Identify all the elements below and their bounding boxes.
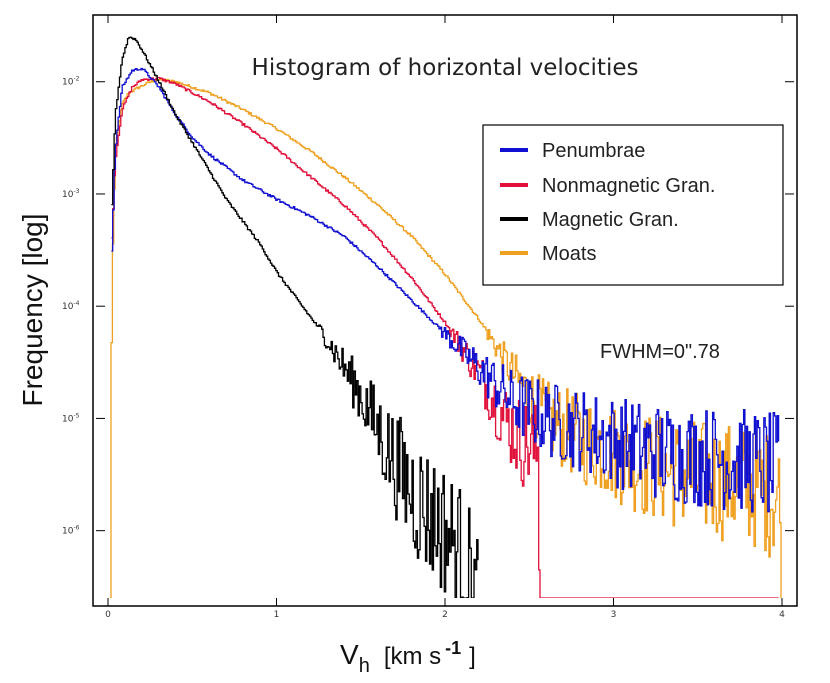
y-tick-label: 10-2 xyxy=(62,76,80,88)
x-tick-label: 0 xyxy=(105,610,111,620)
y-tick-label: 10-4 xyxy=(62,300,80,312)
x-tick-label: 2 xyxy=(442,610,448,620)
x-axis-ticks: 0 1 2 3 4 xyxy=(105,15,785,620)
legend-label-nonmagnetic-gran: Nonmagnetic Gran. xyxy=(542,175,715,197)
y-tick-label: 10-3 xyxy=(62,188,80,200)
series-line-magnetic-gran xyxy=(111,36,479,598)
series-line-penumbrae xyxy=(111,67,780,513)
fwhm-annotation: FWHM=0".78 xyxy=(600,341,720,363)
x-tick-label: 3 xyxy=(611,610,617,620)
series-line-moats xyxy=(109,77,782,598)
y-tick-label: 10-6 xyxy=(62,525,80,537)
y-axis-label: Frequency [log] xyxy=(17,214,48,407)
x-tick-label: 1 xyxy=(274,610,280,620)
legend: Penumbrae Nonmagnetic Gran. Magnetic Gran.… xyxy=(482,124,784,286)
legend-label-magnetic-gran: Magnetic Gran. xyxy=(542,209,679,231)
series-line-nonmagnetic-gran xyxy=(111,76,779,598)
legend-label-moats: Moats xyxy=(542,243,596,265)
x-axis-label: Vh [km s -1] xyxy=(340,638,476,677)
chart-title: Histogram of horizontal velocities xyxy=(252,55,639,81)
legend-box xyxy=(482,124,784,286)
legend-label-penumbrae: Penumbrae xyxy=(542,140,645,162)
y-axis-ticks: 10-2 10-3 10-4 10-5 10-6 xyxy=(62,76,794,537)
x-tick-label: 4 xyxy=(779,610,785,620)
y-tick-label: 10-5 xyxy=(62,412,80,424)
series-group xyxy=(109,36,782,598)
plot-frame xyxy=(92,14,798,607)
